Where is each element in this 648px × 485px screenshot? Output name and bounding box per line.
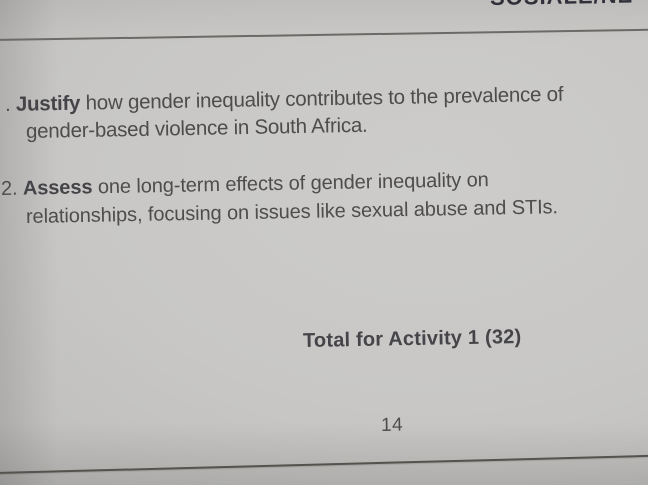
question-1-line-1: . Justify how gender inequality contribu… [4, 82, 564, 116]
question-2-line-1: 2. Assess one long-term effects of gende… [0, 169, 489, 200]
question-1-text: how gender inequality contributes to the… [79, 82, 564, 115]
question-2-line-2: relationships, focusing on issues like s… [25, 196, 559, 228]
question-1-line-2: gender-based violence in South Africa. [25, 113, 368, 143]
question-1-number: . [4, 92, 17, 116]
question-2-number: 2. [0, 177, 24, 200]
question-1-keyword: Justify [15, 91, 81, 116]
question-2-keyword: Assess [22, 176, 93, 200]
question-2-text: one long-term effects of gender inequali… [92, 169, 489, 199]
page-number: 14 [380, 414, 404, 436]
activity-total-label: Total for Activity 1 (32) [302, 326, 522, 352]
